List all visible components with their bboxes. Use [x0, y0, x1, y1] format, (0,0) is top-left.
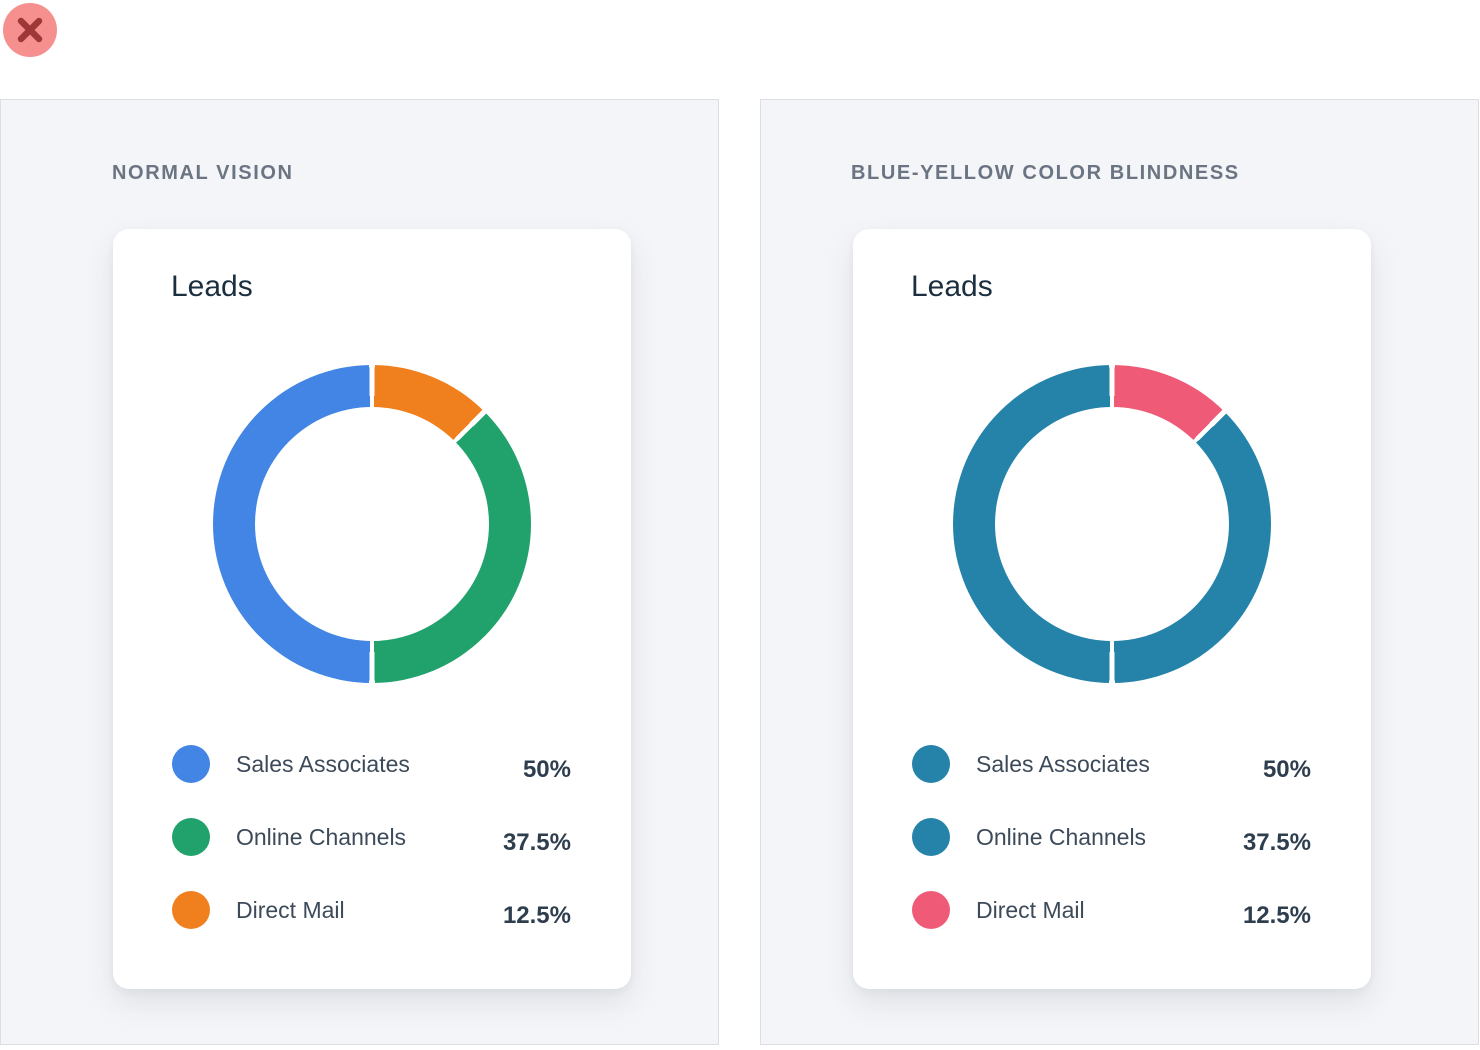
legend-value: 50% [522, 756, 571, 783]
panel-normal-vision: NORMAL VISION Leads Sales Associates 50%… [0, 99, 719, 1045]
legend-label: Direct Mail [236, 896, 345, 923]
chart-legend: Sales Associates 50% Online Channels 37.… [853, 745, 1371, 964]
legend-color-dot [912, 745, 950, 783]
legend-value: 12.5% [1242, 902, 1311, 929]
legend-item: Direct Mail 12.5% [912, 891, 1311, 929]
legend-color-dot [172, 745, 210, 783]
legend-value: 37.5% [1242, 829, 1311, 856]
chart-title: Leads [911, 270, 993, 303]
legend-item: Direct Mail 12.5% [172, 891, 571, 929]
leads-chart-card: Leads Sales Associates 50% Online Channe… [853, 229, 1371, 989]
legend-color-dot [172, 891, 210, 929]
chart-legend: Sales Associates 50% Online Channels 37.… [113, 745, 631, 964]
panel-title: NORMAL VISION [112, 162, 294, 184]
legend-label: Direct Mail [976, 896, 1085, 923]
legend-label: Sales Associates [976, 750, 1150, 777]
legend-color-dot [912, 818, 950, 856]
close-icon [17, 17, 43, 43]
close-button[interactable] [3, 3, 57, 57]
legend-color-dot [912, 891, 950, 929]
legend-value: 50% [1262, 756, 1311, 783]
panel-blue-yellow-color-blindness: BLUE-YELLOW COLOR BLINDNESS Leads Sales … [760, 99, 1479, 1045]
donut-chart [953, 365, 1271, 683]
donut-chart [213, 365, 531, 683]
legend-label: Online Channels [976, 823, 1147, 850]
legend-item: Sales Associates 50% [172, 745, 571, 783]
legend-color-dot [172, 818, 210, 856]
legend-item: Online Channels 37.5% [172, 818, 571, 856]
panel-title: BLUE-YELLOW COLOR BLINDNESS [851, 162, 1240, 184]
leads-chart-card: Leads Sales Associates 50% Online Channe… [113, 229, 631, 989]
legend-item: Online Channels 37.5% [912, 818, 1311, 856]
legend-item: Sales Associates 50% [912, 745, 1311, 783]
legend-value: 12.5% [502, 902, 571, 929]
legend-label: Sales Associates [236, 750, 410, 777]
legend-label: Online Channels [236, 823, 407, 850]
legend-value: 37.5% [502, 829, 571, 856]
chart-title: Leads [171, 270, 253, 303]
